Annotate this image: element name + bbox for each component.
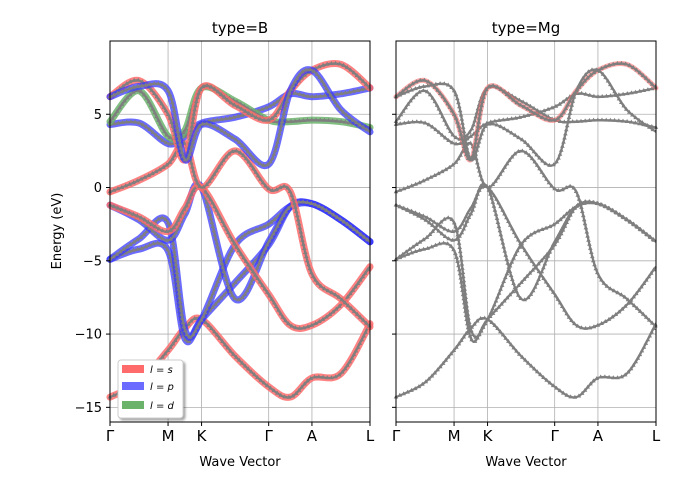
y-tick-label: −15 [75,401,102,416]
legend: l = s l = p l = d [117,359,184,419]
band-lines [106,59,374,401]
x-tick-label: M [448,427,461,445]
band-markers-6 [393,86,655,146]
legend-label-p: l = p [150,382,174,393]
legend-label-d: l = d [150,401,175,412]
panel-title: type=Mg [492,19,561,37]
legend-swatch-p [122,382,144,390]
legend-swatch-d [122,401,144,409]
x-tick-label: Γ [106,427,115,445]
panel-type-b: Γ M K Γ A L 5 0 −5 −10 −15 type=B Wave Vector Ene… [50,19,375,470]
y-tick-marks [392,113,396,408]
y-axis-label: Energy (eV) [50,193,65,270]
axes-frame [395,40,657,423]
plot-area [396,41,656,422]
legend-swatch-s [122,365,144,373]
x-tick-label: L [652,427,661,445]
y-tick-label: −10 [75,328,102,343]
band-markers-8 [393,60,658,161]
legend-label-s: l = s [150,365,173,376]
x-tick-label: A [593,427,604,445]
band-markers-8 [107,60,372,161]
x-tick-label: Γ [264,427,273,445]
x-tick-label: Γ [392,427,401,445]
x-tick-label: Γ [550,427,559,445]
x-axis-label: Wave Vector [199,455,281,470]
x-tick-label: K [197,427,208,445]
band-markers-6 [107,86,369,146]
y-tick-labels: 5 0 −5 −10 −15 [75,108,110,416]
band-lines [393,60,659,399]
axes-frame [109,40,371,423]
panel-type-mg: Γ M K Γ A L type=Mg Wave Vector [392,19,661,470]
y-tick-label: 5 [94,108,102,123]
x-axis-label: Wave Vector [485,455,567,470]
y-tick-label: −5 [83,254,102,269]
x-tick-label: M [162,427,175,445]
x-tick-label: A [307,427,318,445]
y-tick-label: 0 [94,181,102,196]
x-tick-label: K [483,427,494,445]
x-tick-label: L [366,427,375,445]
panel-title: type=B [212,19,268,37]
